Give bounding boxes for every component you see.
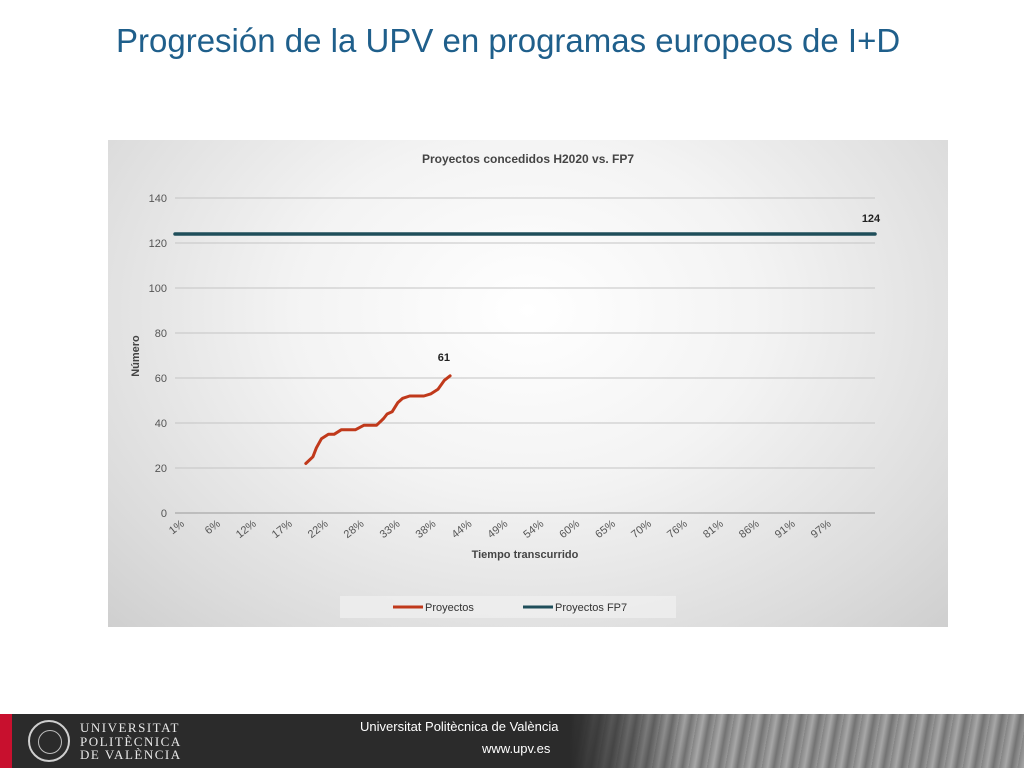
data-label: 124 — [862, 213, 881, 225]
x-tick-label: 12% — [234, 518, 259, 541]
logo-line-2: POLITÈCNICA — [80, 733, 182, 749]
y-tick-label: 40 — [155, 418, 167, 430]
x-tick-label: 65% — [593, 518, 618, 541]
x-tick-label: 60% — [557, 518, 582, 541]
x-tick-label: 70% — [629, 518, 654, 541]
data-label: 61 — [438, 352, 450, 364]
y-tick-label: 20 — [155, 463, 167, 475]
university-seal-icon — [28, 720, 70, 762]
y-tick-label: 60 — [155, 373, 167, 385]
x-tick-label: 1% — [167, 518, 187, 537]
x-tick-label: 17% — [270, 518, 295, 541]
logo-line-1: UNIVERSITAT — [80, 720, 180, 735]
grid-lines — [175, 197, 875, 514]
y-tick-label: 0 — [161, 508, 167, 520]
x-tick-label: 6% — [203, 518, 223, 537]
footer-website-link[interactable]: www.upv.es — [482, 741, 551, 756]
data-labels: 61 124 — [438, 213, 881, 364]
legend-label: Proyectos — [425, 602, 474, 614]
series-line-proyectos — [304, 374, 452, 465]
slide-title: Progresión de la UPV en programas europe… — [116, 22, 901, 59]
x-tick-label: 44% — [450, 518, 475, 541]
x-tick-label: 86% — [737, 518, 762, 541]
y-tick-label: 120 — [149, 238, 167, 250]
line-chart: Proyectos concedidos H2020 vs. FP7 0 20 40… — [130, 152, 881, 618]
x-tick-label: 49% — [485, 518, 510, 541]
x-tick-label: 33% — [378, 518, 403, 541]
x-tick-label: 54% — [521, 518, 546, 541]
chart-title: Proyectos concedidos H2020 vs. FP7 — [422, 152, 634, 166]
legend: Proyectos Proyectos FP7 — [393, 602, 627, 614]
university-logo-text: UNIVERSITAT POLITÈCNICA DE VALÈNCIA — [80, 721, 182, 762]
y-tick-label: 140 — [149, 193, 167, 205]
legend-box — [340, 596, 676, 618]
logo-line-3: DE VALÈNCIA — [80, 747, 182, 762]
x-tick-label: 28% — [342, 518, 367, 541]
x-tick-label: 91% — [773, 518, 798, 541]
y-tick-labels: 0 20 40 60 80 100 120 140 — [149, 193, 167, 520]
y-tick-label: 100 — [149, 283, 167, 295]
y-tick-label: 80 — [155, 328, 167, 340]
x-tick-label: 97% — [809, 518, 834, 541]
seal-photo-fade — [570, 714, 690, 768]
x-tick-label: 38% — [414, 518, 439, 541]
footer: UNIVERSITAT POLITÈCNICA DE VALÈNCIA Univ… — [0, 714, 1024, 768]
chart-panel: Proyectos concedidos H2020 vs. FP7 0 20 40… — [108, 140, 948, 627]
x-tick-label: 81% — [701, 518, 726, 541]
footer-accent-bar — [0, 714, 12, 768]
x-tick-label: 22% — [306, 518, 331, 541]
y-axis-title: Número — [130, 335, 142, 377]
legend-label: Proyectos FP7 — [555, 602, 627, 614]
x-tick-label: 76% — [665, 518, 690, 541]
x-tick-labels: 1% 6% 12% 17% 22% 28% 33% 38% 44% 49% 54% 60% 65% 70%… — [167, 518, 834, 541]
x-axis-title: Tiempo transcurrido — [472, 549, 579, 561]
series-lines — [173, 232, 877, 465]
footer-university-name: Universitat Politècnica de València — [360, 719, 559, 734]
